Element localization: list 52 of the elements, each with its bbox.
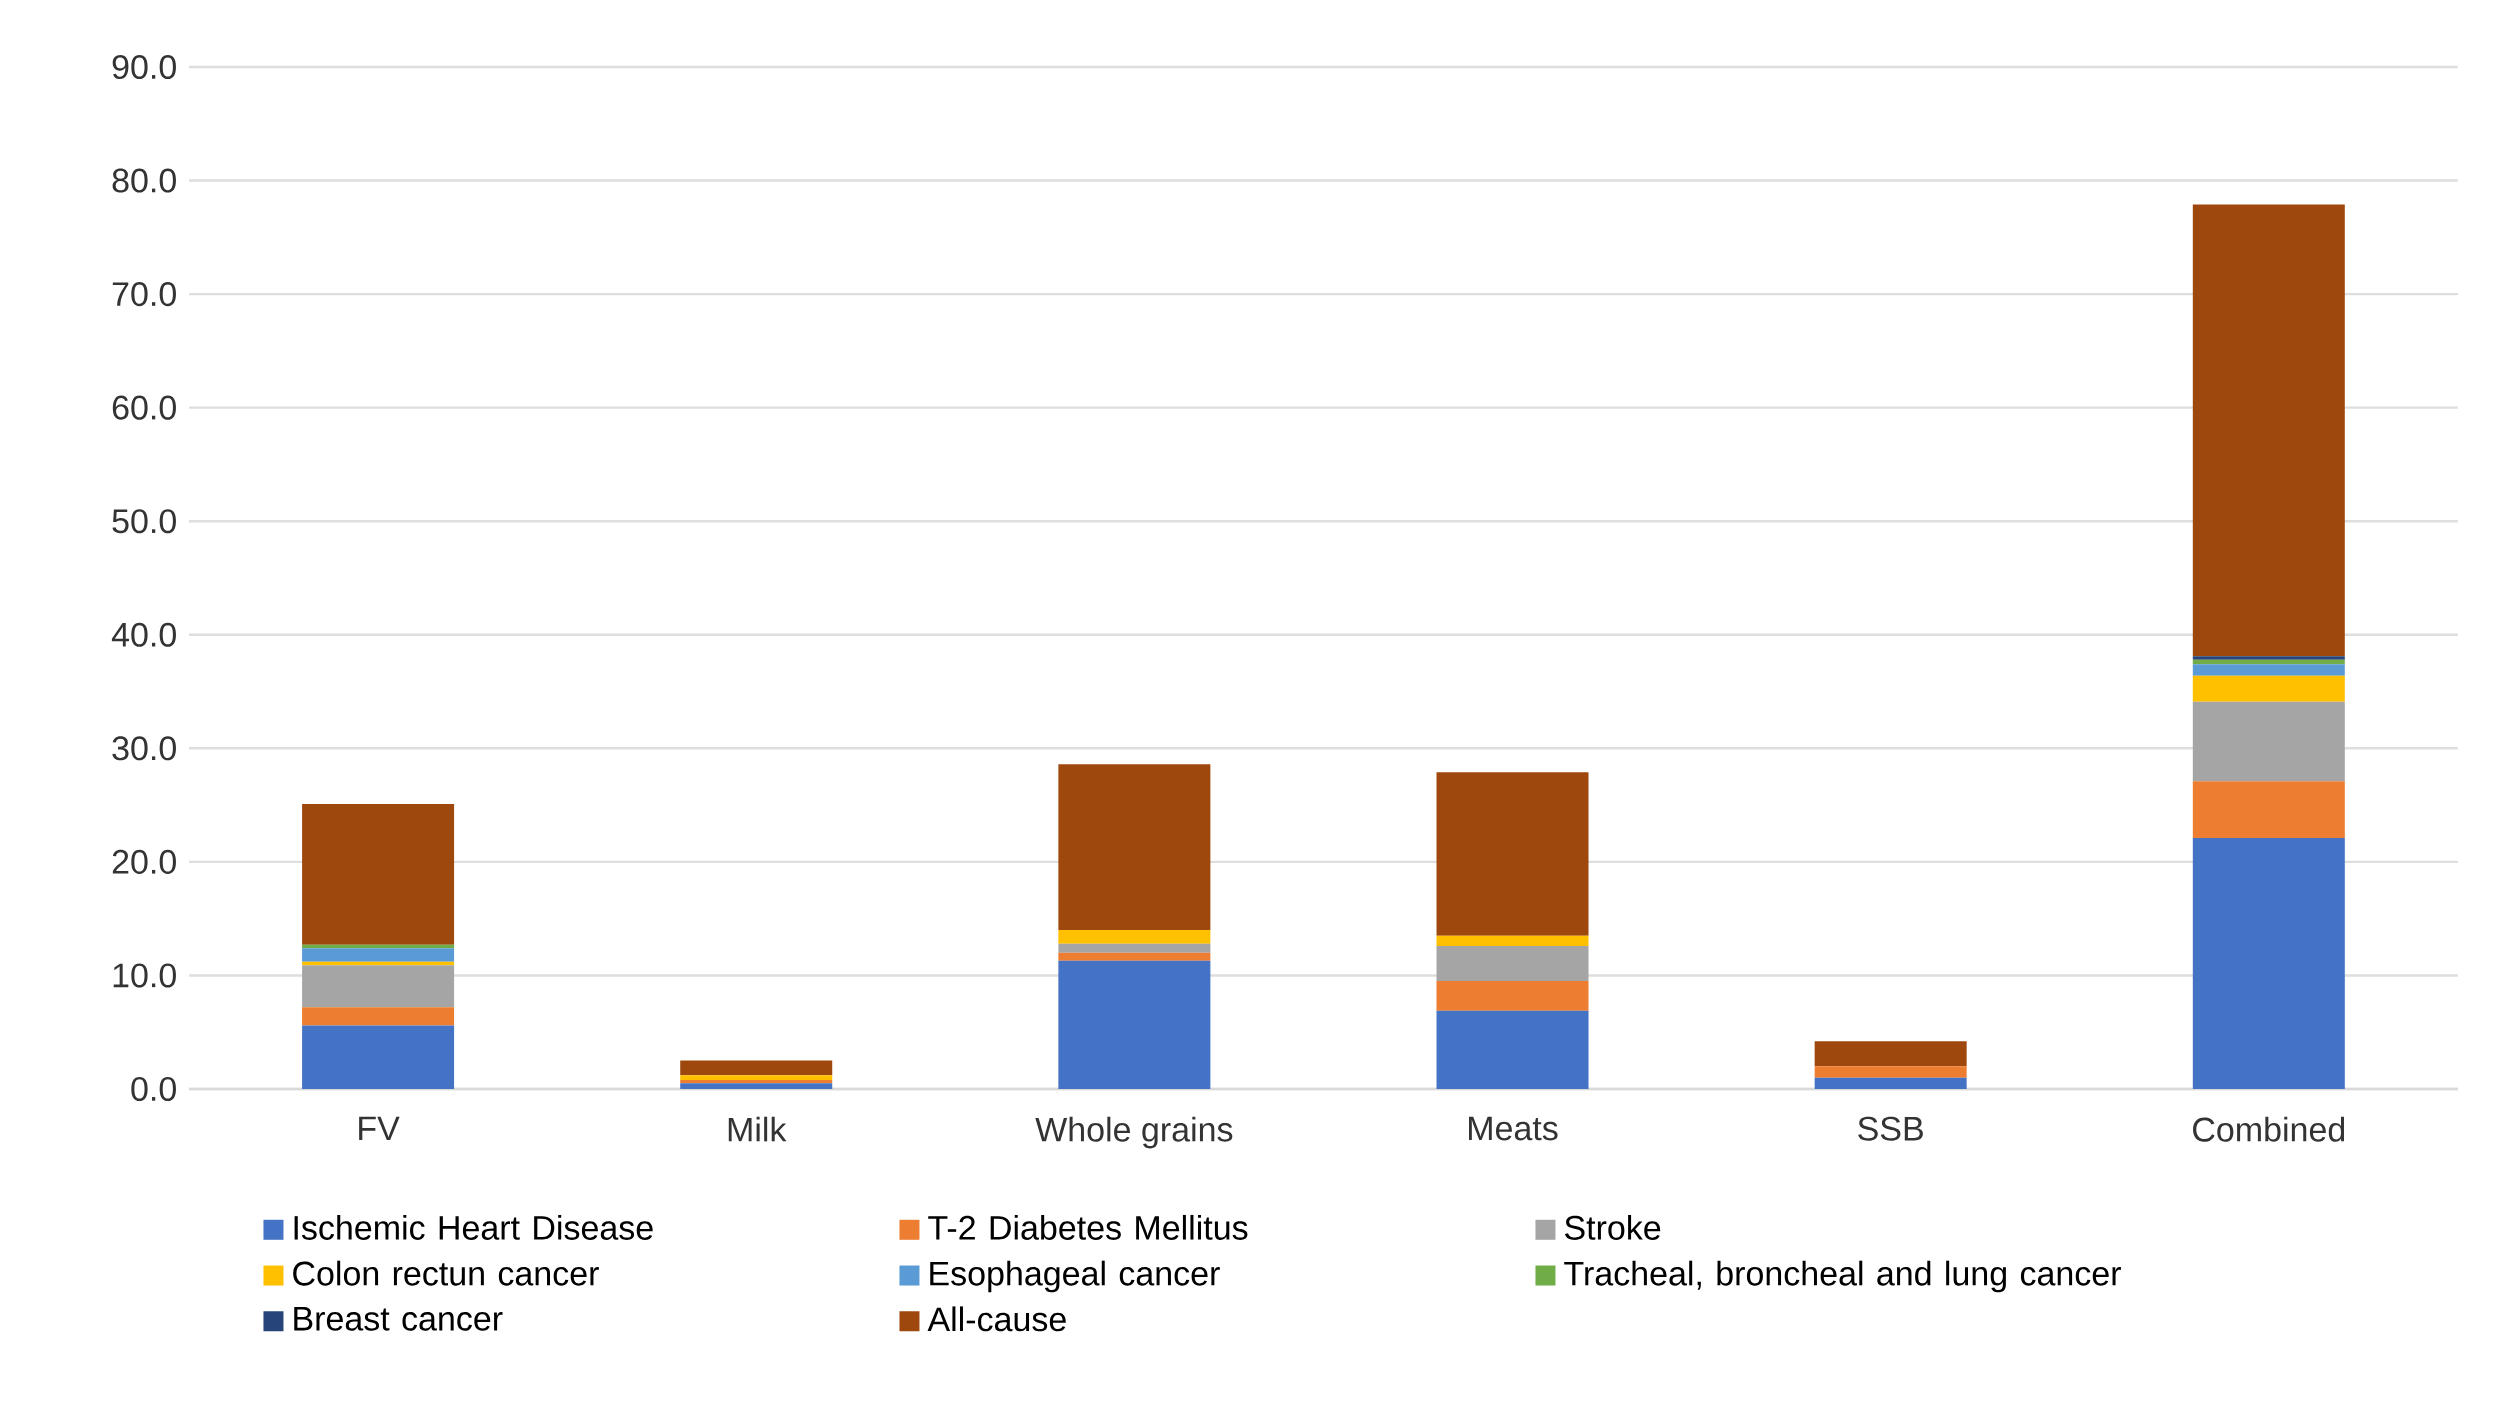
x-tick-label: Meats [1469, 1116, 1558, 1141]
y-tick-label: 90.0 [112, 54, 176, 80]
y-tick-label: 20.0 [112, 849, 176, 874]
bar [1058, 960, 1211, 1089]
bar [302, 948, 455, 962]
bar [1058, 764, 1211, 931]
legend-label: All-cause [927, 1306, 1066, 1332]
bar [2192, 204, 2345, 657]
x-tick-label: SSB [1858, 1116, 1923, 1141]
bar [680, 1075, 833, 1080]
bar [2192, 781, 2345, 839]
bar [302, 1007, 455, 1026]
bar [1814, 1077, 1967, 1089]
x-tick-label: FV [359, 1116, 400, 1141]
bar [1058, 930, 1211, 944]
y-tick-label: 0.0 [131, 1076, 176, 1102]
bar [1436, 772, 1589, 936]
bar [2192, 701, 2345, 782]
x-tick-label: Whole grains [1035, 1116, 1233, 1149]
bar [2192, 675, 2345, 702]
y-tick-label: 70.0 [112, 282, 176, 307]
bar [2192, 838, 2345, 1089]
x-tick-label: Milk [728, 1116, 787, 1142]
bar [1058, 943, 1211, 953]
y-tick-label: 30.0 [112, 736, 176, 761]
legend-label: Stroke [1565, 1214, 1661, 1240]
bar [680, 1060, 833, 1076]
bar [1436, 1010, 1589, 1089]
legend-label: Colon rectun cancer [293, 1260, 599, 1286]
bar [1814, 1041, 1967, 1067]
bar [1436, 981, 1589, 1011]
y-tick-label: 50.0 [112, 509, 176, 534]
x-tick-label: Combined [2193, 1116, 2345, 1142]
legend-label: T-2 Diabetes Mellitus [928, 1214, 1248, 1240]
bar [302, 965, 455, 1008]
bar [680, 1083, 833, 1089]
legend-label: Breast cancer [294, 1307, 503, 1331]
bar [1814, 1066, 1967, 1078]
y-tick-label: 80.0 [112, 168, 176, 193]
bar [1058, 952, 1211, 961]
bar [1436, 935, 1589, 946]
y-tick-label: 10.0 [113, 963, 176, 988]
bar [302, 1025, 455, 1089]
legend-label: Esophageal cancer [930, 1260, 1220, 1293]
bar [2192, 664, 2345, 676]
bar [302, 803, 455, 945]
legend-label: Ischemic Heart Disease [294, 1214, 653, 1240]
y-tick-label: 60.0 [112, 395, 176, 420]
bar [2192, 656, 2345, 660]
y-tick-label: 40.0 [111, 622, 176, 647]
bar [1436, 945, 1589, 982]
legend-label: Tracheal, broncheal and lung cancer [1564, 1260, 2121, 1293]
